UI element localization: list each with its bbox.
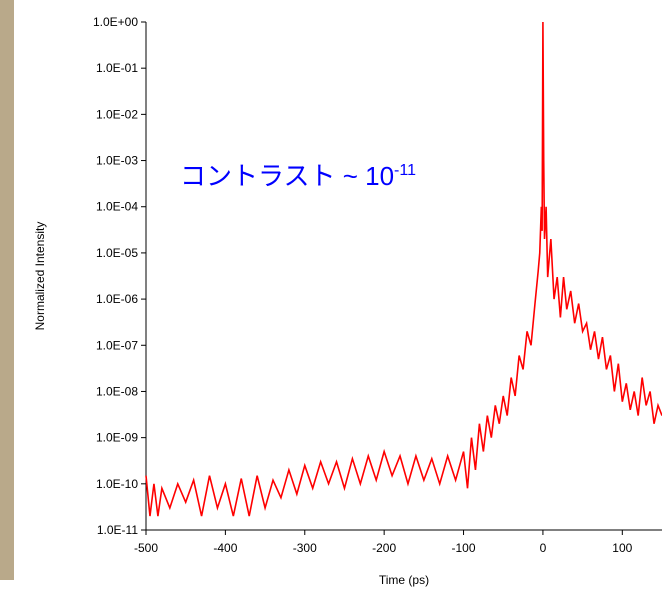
y-tick-label: 1.0E-02 xyxy=(96,107,138,121)
x-tick-label: 100 xyxy=(612,541,632,555)
y-tick-label: 1.0E+00 xyxy=(93,15,138,29)
y-tick-label: 1.0E-11 xyxy=(97,523,138,537)
data-line xyxy=(145,21,662,517)
photo-strip xyxy=(0,0,14,580)
y-tick-label: 1.0E-01 xyxy=(96,61,138,75)
x-tick-label: -200 xyxy=(372,541,396,555)
y-tick-label: 1.0E-08 xyxy=(96,384,138,398)
y-tick-label: 1.0E-09 xyxy=(96,431,138,445)
y-tick-label: 1.0E-04 xyxy=(96,200,138,214)
y-tick-label: 1.0E-03 xyxy=(96,154,138,168)
x-tick-label: 0 xyxy=(540,541,547,555)
y-tick-label: 1.0E-06 xyxy=(96,292,138,306)
x-tick-label: -100 xyxy=(452,541,476,555)
x-tick-label: -400 xyxy=(213,541,237,555)
y-tick-label: 1.0E-10 xyxy=(96,477,138,491)
annotation: コントラスト ~ 10-11 xyxy=(180,161,416,191)
y-axis-label: Normalized Intensity xyxy=(33,222,47,331)
y-tick-label: 1.0E-05 xyxy=(96,246,138,260)
x-tick-label: -500 xyxy=(134,541,158,555)
x-axis-label: Time (ps) xyxy=(379,573,429,587)
x-tick-label: -300 xyxy=(293,541,317,555)
y-tick-label: 1.0E-07 xyxy=(96,338,138,352)
